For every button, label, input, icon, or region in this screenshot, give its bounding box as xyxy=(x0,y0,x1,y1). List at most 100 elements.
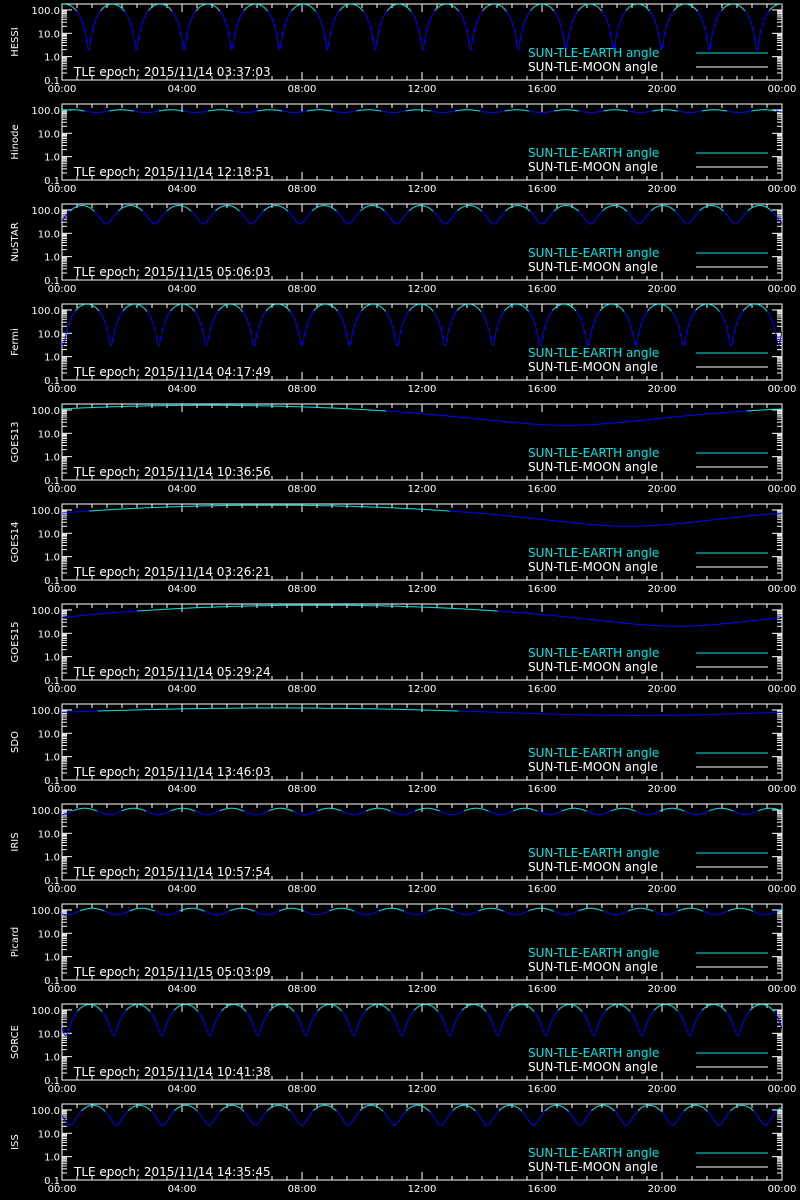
earth-angle-line-low xyxy=(432,210,458,225)
legend-moon-label: SUN-TLE-MOON angle xyxy=(528,460,658,474)
y-tick-label: 100.0 xyxy=(31,406,60,417)
earth-angle-line-high xyxy=(605,1004,631,1012)
y-tick-label: 100.0 xyxy=(31,806,60,817)
x-tick-label: 04:00 xyxy=(168,984,197,995)
y-tick-label: 10.0 xyxy=(38,29,60,40)
x-tick-label: 20:00 xyxy=(648,884,677,895)
earth-angle-line-low xyxy=(62,1110,82,1126)
y-axis-title: SDO xyxy=(10,731,21,753)
earth-angle-line-low xyxy=(601,10,627,51)
earth-angle-line-low xyxy=(649,10,674,51)
earth-angle-line-high xyxy=(683,1104,708,1112)
earth-angle-line-high xyxy=(195,4,221,12)
y-tick-label: 0.1 xyxy=(44,776,60,787)
y-axis-title: Hinode xyxy=(10,124,21,159)
earth-angle-line-high xyxy=(701,109,728,112)
earth-angle-line-low xyxy=(101,1010,127,1037)
earth-angle-line-high xyxy=(75,304,100,312)
earth-angle-line-low xyxy=(315,10,340,51)
earth-angle-line-low xyxy=(62,1010,78,1037)
earth-angle-line-high xyxy=(505,205,531,212)
earth-angle-line-low xyxy=(635,810,661,816)
earth-angle-line-low xyxy=(219,10,245,51)
x-tick-label: 20:00 xyxy=(648,1084,677,1095)
y-tick-label: 1.0 xyxy=(44,853,60,864)
earth-angle-line-low xyxy=(292,810,318,816)
earth-angle-line-low xyxy=(614,1110,639,1126)
earth-angle-line-high xyxy=(603,109,629,112)
earth-angle-line-high xyxy=(77,1004,103,1012)
y-tick-label: 0.1 xyxy=(44,976,60,987)
earth-angle-line-high xyxy=(478,907,504,912)
earth-angle-line-low xyxy=(133,110,159,113)
y-tick-label: 0.1 xyxy=(44,376,60,387)
earth-angle-line-low xyxy=(578,110,604,113)
earth-angle-line-low xyxy=(752,910,778,916)
y-tick-label: 10.0 xyxy=(38,429,60,440)
earth-angle-line-low xyxy=(267,10,292,51)
earth-angle-line-low xyxy=(627,110,653,113)
x-tick-label: 04:00 xyxy=(168,1084,197,1095)
earth-angle-line-low xyxy=(239,210,264,225)
earth-angle-line-low xyxy=(96,810,122,816)
x-tick-label: 12:00 xyxy=(408,584,437,595)
y-tick-label: 10.0 xyxy=(38,129,60,140)
earth-angle-line-low xyxy=(719,310,744,347)
x-tick-label: 00:00 xyxy=(768,484,797,495)
earth-angle-line-low xyxy=(242,310,267,347)
earth-angle-line-high xyxy=(361,304,386,312)
legend-earth-label: SUN-TLE-EARTH angle xyxy=(528,946,659,960)
earth-angle-line-low xyxy=(439,810,465,816)
earth-angle-line-high xyxy=(174,1104,198,1112)
earth-angle-line-high xyxy=(699,205,724,212)
legend-earth-label: SUN-TLE-EARTH angle xyxy=(528,346,659,360)
y-tick-label: 100.0 xyxy=(31,206,60,217)
earth-angle-line-high xyxy=(650,205,676,212)
earth-angle-line-high xyxy=(408,304,434,312)
y-tick-label: 0.1 xyxy=(44,576,60,587)
earth-angle-line-high xyxy=(456,304,482,312)
earth-angle-line-high xyxy=(637,1104,662,1112)
panel-sdo: SDO 100.0 10.0 1.0 0.1 00:00 04:00 08:00 12:00 16… xyxy=(0,700,800,800)
earth-angle-line-low xyxy=(171,10,197,51)
earth-angle-line-high xyxy=(62,4,77,12)
x-tick-label: 08:00 xyxy=(288,984,317,995)
earth-angle-line-low xyxy=(382,1110,407,1126)
x-tick-label: 00:00 xyxy=(48,684,77,695)
earth-angle-line-high xyxy=(365,1004,390,1012)
earth-angle-line-high xyxy=(647,304,672,312)
earth-angle-line-low xyxy=(684,810,710,816)
x-tick-label: 12:00 xyxy=(408,884,437,895)
panel-goes15: GOES15 100.0 10.0 1.0 0.1 00:00 04:00 08:00 12:0… xyxy=(0,600,800,700)
earth-angle-line-high xyxy=(221,1004,247,1012)
x-tick-label: 00:00 xyxy=(768,584,797,595)
x-tick-label: 00:00 xyxy=(48,1184,77,1195)
legend-earth-label: SUN-TLE-EARTH angle xyxy=(528,46,659,60)
y-tick-label: 100.0 xyxy=(31,1106,60,1117)
earth-angle-line-low xyxy=(677,110,703,113)
earth-angle-line-low xyxy=(671,310,696,346)
legend-earth-label: SUN-TLE-EARTH angle xyxy=(528,1146,659,1160)
earth-angle-line-high xyxy=(129,907,155,912)
earth-angle-line-high xyxy=(701,1004,727,1012)
x-tick-label: 00:00 xyxy=(48,484,77,495)
x-tick-label: 08:00 xyxy=(288,884,317,895)
x-tick-label: 20:00 xyxy=(648,1184,677,1195)
legend-moon-label: SUN-TLE-MOON angle xyxy=(528,1060,658,1074)
earth-angle-line-low xyxy=(124,10,149,51)
earth-angle-line-low xyxy=(623,310,648,347)
x-tick-label: 20:00 xyxy=(648,284,677,295)
x-tick-label: 04:00 xyxy=(168,1184,197,1195)
earth-angle-line-low xyxy=(336,210,361,225)
earth-angle-line-low xyxy=(62,310,76,347)
earth-angle-line-low xyxy=(553,10,579,51)
earth-angle-line-low xyxy=(62,210,71,222)
legend-moon-label: SUN-TLE-MOON angle xyxy=(528,760,658,774)
y-tick-label: 100.0 xyxy=(31,606,60,617)
earth-angle-line-high xyxy=(137,604,498,612)
earth-angle-line-high xyxy=(313,1104,337,1112)
earth-angle-line-high xyxy=(69,205,95,212)
